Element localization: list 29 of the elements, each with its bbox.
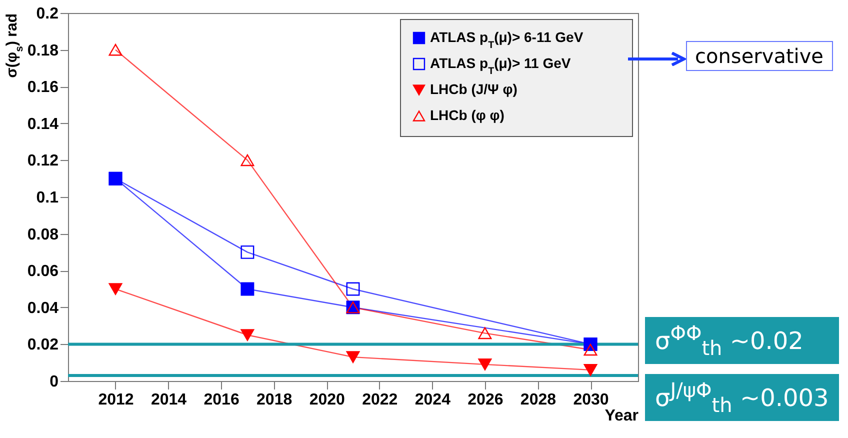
x-tick-label: 2028 bbox=[520, 392, 556, 408]
x-tick-label: 2014 bbox=[150, 392, 187, 408]
y-tick-label: 0.18 bbox=[27, 42, 59, 60]
x-tick-label: 2018 bbox=[256, 392, 292, 408]
y-tick-label: 0.12 bbox=[27, 152, 59, 170]
text: conservative bbox=[686, 41, 832, 71]
x-axis-title: Year bbox=[604, 408, 638, 424]
y-tick-label: 0.1 bbox=[36, 190, 59, 206]
x-tick-label: 2012 bbox=[98, 392, 134, 408]
y-tick-label: 0.16 bbox=[27, 79, 59, 96]
legend-label: ATLAS p$_{T}$(μ)> 11 GeV bbox=[430, 55, 572, 76]
y-tick-label: 0.14 bbox=[27, 116, 59, 133]
x-tick-label: 2030 bbox=[573, 392, 609, 408]
y-tick-label: 0.08 bbox=[27, 226, 59, 244]
ref-line-label: σ$^{J/ψΦ}$$_{th}$ ~0.003 bbox=[645, 374, 839, 421]
x-tick-label: 2024 bbox=[414, 392, 451, 408]
legend-label: LHCb (J/Ψ φ) bbox=[430, 81, 518, 97]
x-tick-label: 2026 bbox=[468, 392, 504, 408]
ref-line-label: σ$^{ΦΦ}$$_{th}$ ~0.02 bbox=[645, 317, 839, 364]
y-tick-label: 0.04 bbox=[27, 300, 59, 317]
x-tick-label: 2022 bbox=[362, 392, 398, 408]
legend-label: LHCb (φ φ) bbox=[430, 107, 504, 123]
y-tick-label: 0.02 bbox=[27, 336, 59, 354]
x-tick-label: 2020 bbox=[309, 392, 346, 408]
y-tick-label: 0.06 bbox=[27, 263, 59, 280]
y-tick-label: 0.2 bbox=[36, 6, 59, 22]
y-tick-label: 0 bbox=[50, 374, 59, 390]
x-tick-label: 2016 bbox=[204, 392, 240, 408]
legend-label: ATLAS p$_{T}$(μ)> 6-11 GeV bbox=[430, 29, 584, 50]
